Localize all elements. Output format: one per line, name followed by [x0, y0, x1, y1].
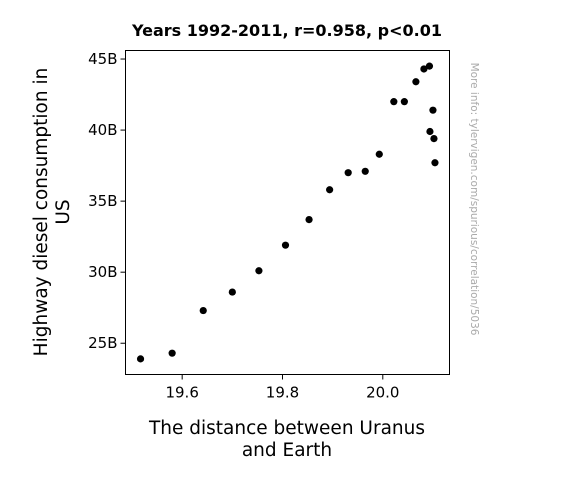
data-point: [199, 306, 207, 315]
data-point: [425, 62, 434, 70]
y-tick-label: 45B: [88, 50, 117, 68]
data-point: [228, 288, 236, 296]
data-point: [412, 78, 420, 86]
x-axis-ticks: 19.6 19.8 20.0: [165, 374, 399, 402]
data-point: [390, 98, 398, 106]
y-axis-label-line-2: US: [53, 199, 74, 224]
y-axis-label-line-1: Highway diesel consumption in: [31, 68, 52, 357]
data-point: [305, 216, 313, 224]
data-point: [136, 355, 145, 363]
data-point: [375, 150, 383, 158]
source-note: More info: tylervigen.com/spurious/corre…: [468, 63, 480, 336]
data-point: [426, 127, 434, 136]
x-tick-label: 19.8: [266, 384, 299, 402]
y-tick-label: 25B: [88, 334, 117, 352]
data-point: [344, 169, 352, 177]
plot-frame: [125, 50, 450, 375]
data-point: [326, 186, 334, 194]
x-tick-label: 20.0: [366, 384, 399, 402]
chart-title: Years 1992-2011, r=0.958, p<0.01: [131, 21, 442, 40]
x-axis-label-line-1: The distance between Uranus: [148, 418, 425, 439]
data-points: [136, 62, 439, 363]
y-axis-ticks: 25B 30B 35B 40B 45B: [88, 50, 126, 352]
data-point: [255, 267, 263, 275]
data-point: [361, 167, 369, 175]
data-point: [168, 349, 176, 357]
y-tick-label: 35B: [88, 192, 117, 210]
data-point: [431, 159, 439, 167]
data-point: [429, 106, 437, 114]
y-tick-label: 30B: [88, 263, 117, 281]
x-axis-label-line-2: and Earth: [242, 440, 332, 461]
data-point: [430, 135, 438, 143]
data-point: [281, 241, 290, 249]
y-tick-label: 40B: [88, 121, 117, 139]
x-tick-label: 19.6: [165, 384, 198, 402]
data-point: [400, 98, 408, 106]
data-point: [420, 65, 428, 73]
